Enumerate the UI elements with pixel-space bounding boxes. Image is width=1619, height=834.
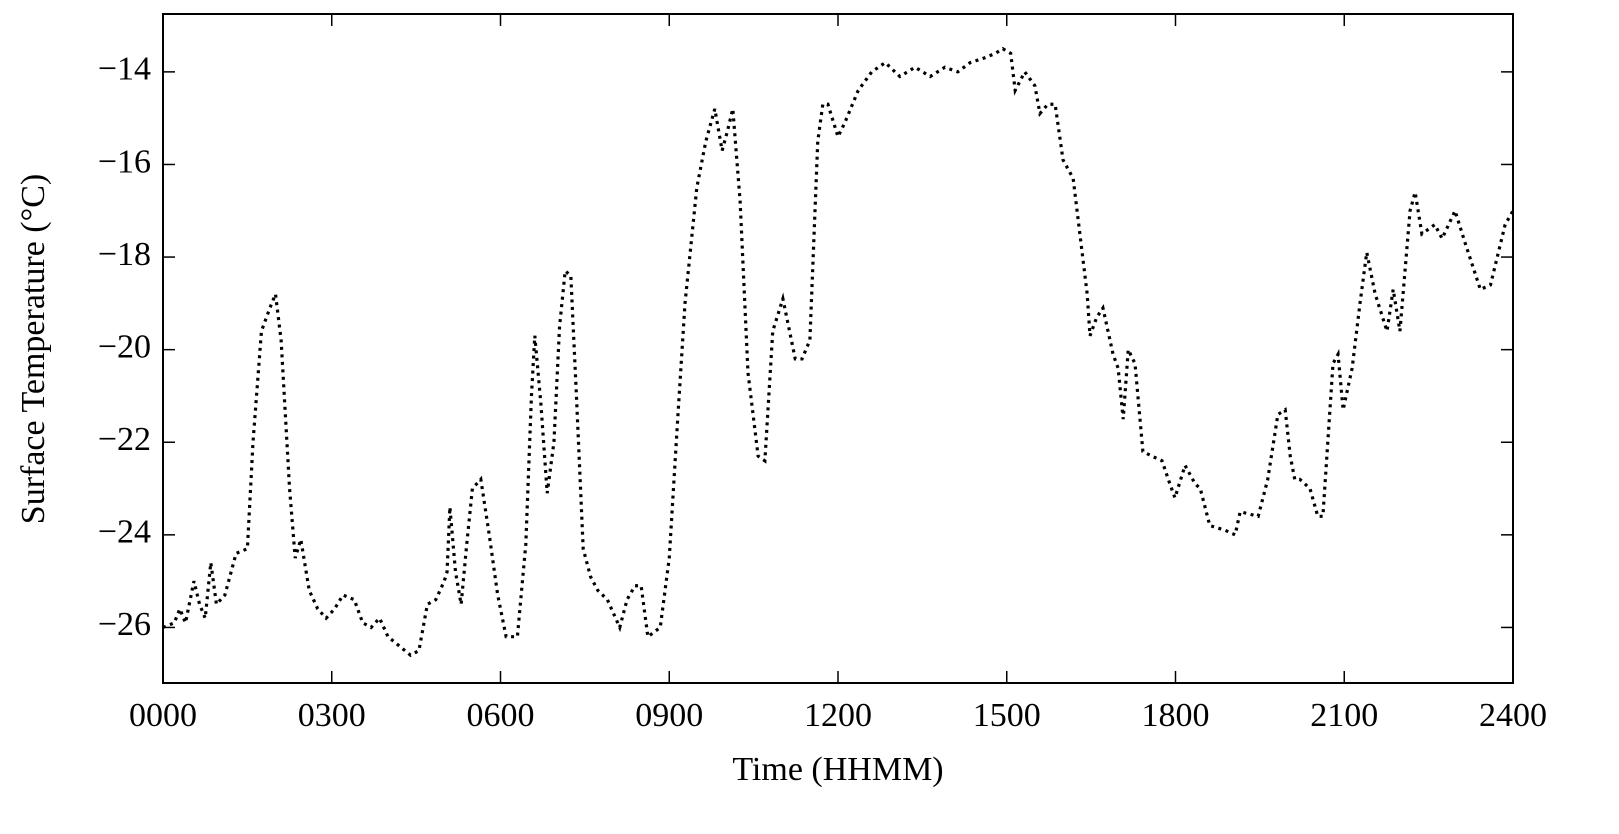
x-tick-label: 2400 xyxy=(1479,697,1547,734)
x-tick-label: 2100 xyxy=(1310,697,1378,734)
data-line xyxy=(162,46,1515,658)
y-tick-label: −16 xyxy=(98,143,151,180)
x-tick-label: 0300 xyxy=(298,697,366,734)
x-tick-label: 1500 xyxy=(973,697,1041,734)
x-tick-label: 0000 xyxy=(129,697,197,734)
y-tick-label: −26 xyxy=(98,606,151,643)
y-tick-label: −20 xyxy=(98,328,151,365)
x-tick-label: 0600 xyxy=(467,697,535,734)
x-axis-label: Time (HHMM) xyxy=(732,751,943,788)
y-axis-label: Surface Temperature (°C) xyxy=(15,174,52,524)
y-tick-label: −22 xyxy=(98,421,151,458)
y-tick-label: −14 xyxy=(98,51,151,88)
y-tick-label: −18 xyxy=(98,236,151,273)
x-tick-label: 1800 xyxy=(1142,697,1210,734)
x-tick-label: 0900 xyxy=(635,697,703,734)
y-tick-label: −24 xyxy=(98,514,151,551)
plot-frame xyxy=(162,13,1514,684)
x-tick-label: 1200 xyxy=(804,697,872,734)
